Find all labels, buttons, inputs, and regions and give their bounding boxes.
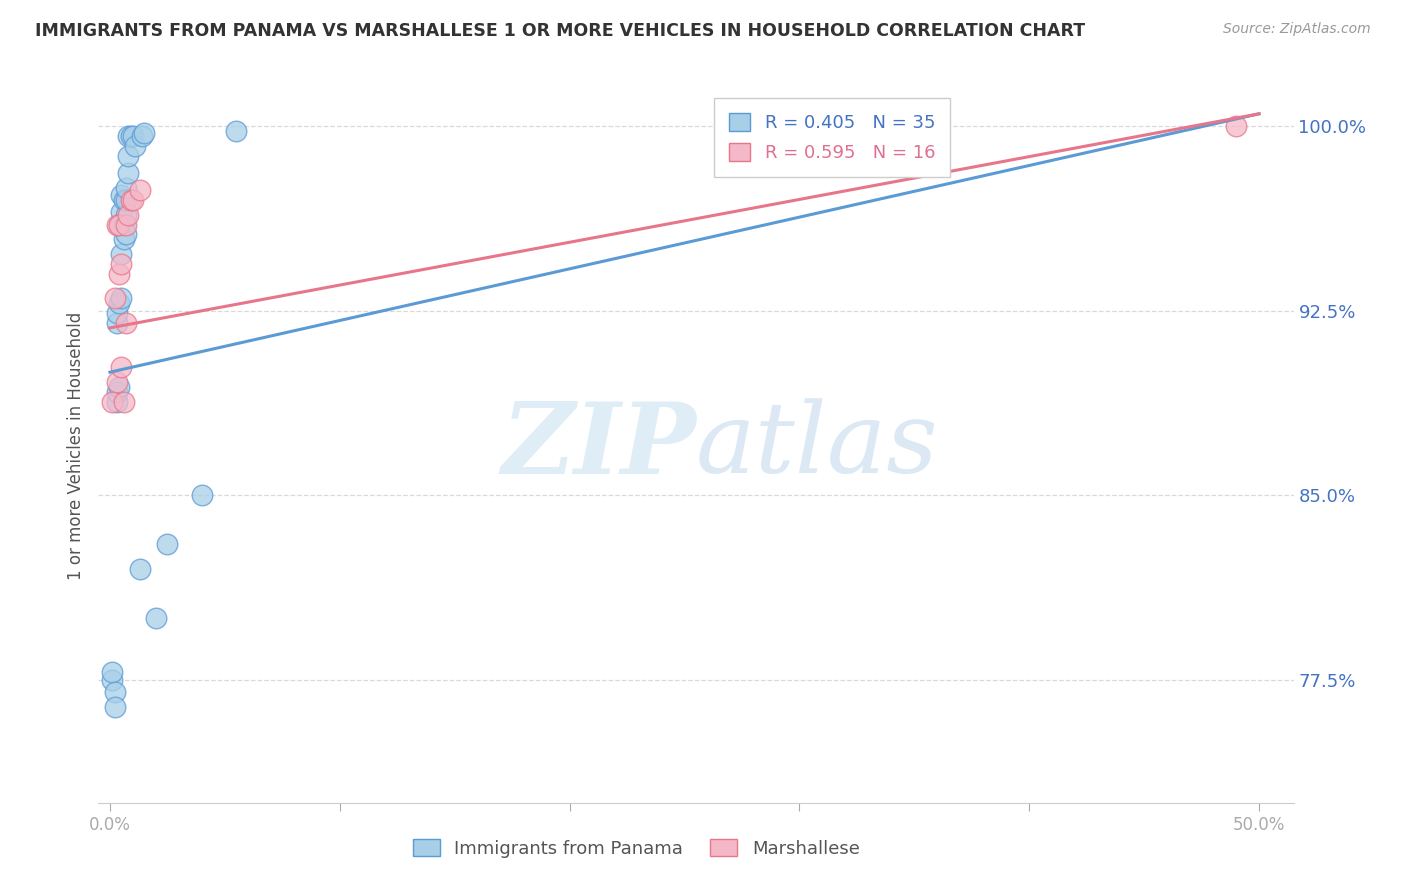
Point (110, 257, 132, 271)
Point (110, 247, 132, 261)
Point (101, 665, 124, 680)
Point (156, 537, 179, 551)
Point (108, 380, 131, 394)
Point (105, 384, 128, 399)
Point (1225, 119, 1247, 133)
Legend: Immigrants from Panama, Marshallese: Immigrants from Panama, Marshallese (405, 832, 868, 865)
Point (112, 218, 135, 232)
Point (110, 205, 132, 219)
Point (120, 193, 142, 207)
Point (115, 180, 138, 194)
Point (191, 488, 214, 502)
Point (108, 296, 131, 310)
Point (101, 394, 124, 409)
Point (115, 218, 138, 232)
Point (115, 193, 138, 207)
Point (103, 685, 125, 699)
Point (105, 218, 128, 232)
Point (122, 193, 145, 207)
Point (117, 166, 139, 180)
Text: ZIP: ZIP (501, 398, 696, 494)
Point (112, 394, 135, 409)
Point (131, 128, 153, 143)
Point (105, 306, 128, 320)
Point (110, 291, 132, 305)
Point (108, 218, 131, 232)
Point (103, 291, 125, 305)
Point (117, 148, 139, 162)
Point (103, 699, 125, 714)
Point (105, 394, 128, 409)
Text: IMMIGRANTS FROM PANAMA VS MARSHALLESE 1 OR MORE VEHICLES IN HOUSEHOLD CORRELATIO: IMMIGRANTS FROM PANAMA VS MARSHALLESE 1 … (35, 22, 1085, 40)
Point (105, 316, 128, 330)
Point (110, 188, 132, 202)
Point (117, 128, 139, 143)
Point (120, 128, 142, 143)
Point (112, 232, 135, 246)
Point (108, 267, 131, 281)
Point (115, 316, 138, 330)
Point (124, 138, 146, 153)
Point (110, 360, 132, 375)
Point (112, 193, 135, 207)
Point (128, 183, 150, 197)
Point (115, 227, 138, 242)
Point (101, 673, 124, 687)
Point (108, 218, 131, 232)
Point (225, 124, 247, 138)
Text: atlas: atlas (696, 399, 939, 493)
Point (117, 208, 139, 222)
Point (105, 375, 128, 389)
Point (115, 208, 138, 222)
Text: Source: ZipAtlas.com: Source: ZipAtlas.com (1223, 22, 1371, 37)
Point (128, 562, 150, 576)
Point (134, 127, 156, 141)
Point (122, 128, 145, 143)
Point (145, 611, 167, 625)
Y-axis label: 1 or more Vehicles in Household: 1 or more Vehicles in Household (66, 312, 84, 580)
